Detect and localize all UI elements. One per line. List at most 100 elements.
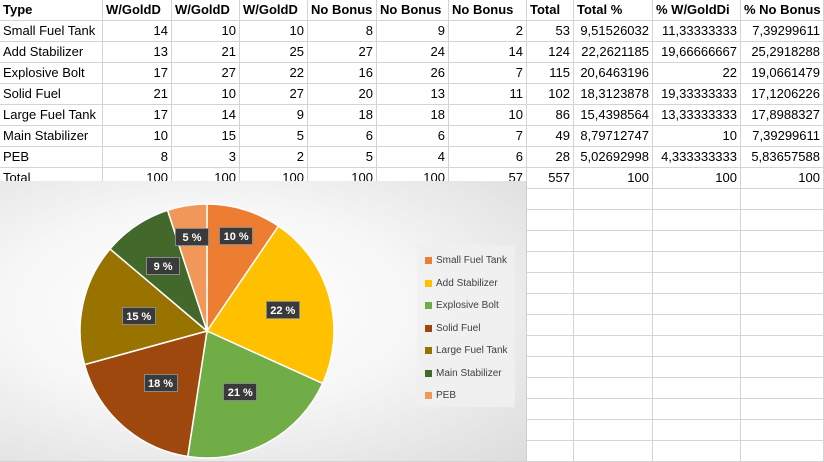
- value-cell[interactable]: 5,83657588: [741, 147, 824, 168]
- value-cell[interactable]: 4,333333333: [653, 147, 741, 168]
- empty-cell[interactable]: [527, 273, 574, 294]
- value-cell[interactable]: 8: [103, 147, 172, 168]
- row-label-cell[interactable]: Main Stabilizer: [0, 126, 103, 147]
- header-cell[interactable]: No Bonus: [449, 0, 527, 21]
- header-cell[interactable]: W/GoldD: [103, 0, 172, 21]
- value-cell[interactable]: 25,2918288: [741, 42, 824, 63]
- empty-cell[interactable]: [527, 252, 574, 273]
- empty-cell[interactable]: [574, 399, 653, 420]
- row-label-cell[interactable]: PEB: [0, 147, 103, 168]
- empty-cell[interactable]: [653, 273, 741, 294]
- value-cell[interactable]: 10: [103, 126, 172, 147]
- empty-cell[interactable]: [653, 252, 741, 273]
- value-cell[interactable]: 17,1206226: [741, 84, 824, 105]
- header-cell[interactable]: Total: [527, 0, 574, 21]
- header-cell[interactable]: Type: [0, 0, 103, 21]
- empty-cell[interactable]: [653, 378, 741, 399]
- header-cell[interactable]: % No Bonus: [741, 0, 824, 21]
- value-cell[interactable]: 21: [172, 42, 240, 63]
- value-cell[interactable]: 53: [527, 21, 574, 42]
- value-cell[interactable]: 6: [308, 126, 377, 147]
- empty-cell[interactable]: [741, 189, 824, 210]
- pie-data-label[interactable]: 10 %: [219, 227, 254, 246]
- empty-cell[interactable]: [527, 420, 574, 441]
- header-cell[interactable]: Total %: [574, 0, 653, 21]
- value-cell[interactable]: 10: [449, 105, 527, 126]
- empty-cell[interactable]: [741, 210, 824, 231]
- value-cell[interactable]: 10: [172, 84, 240, 105]
- empty-cell[interactable]: [741, 441, 824, 462]
- pie-data-label[interactable]: 21 %: [223, 383, 258, 402]
- value-cell[interactable]: 28: [527, 147, 574, 168]
- empty-cell[interactable]: [574, 420, 653, 441]
- value-cell[interactable]: 10: [172, 21, 240, 42]
- empty-cell[interactable]: [527, 189, 574, 210]
- value-cell[interactable]: 17: [103, 105, 172, 126]
- empty-cell[interactable]: [527, 294, 574, 315]
- value-cell[interactable]: 20,6463196: [574, 63, 653, 84]
- pie-data-label[interactable]: 15 %: [121, 306, 156, 325]
- value-cell[interactable]: 15: [172, 126, 240, 147]
- value-cell[interactable]: 17: [103, 63, 172, 84]
- pie-data-label[interactable]: 18 %: [143, 374, 178, 393]
- empty-cell[interactable]: [653, 294, 741, 315]
- value-cell[interactable]: 9,51526032: [574, 21, 653, 42]
- value-cell[interactable]: 9: [240, 105, 308, 126]
- empty-cell[interactable]: [574, 357, 653, 378]
- value-cell[interactable]: 7: [449, 63, 527, 84]
- header-cell[interactable]: % W/GoldDi: [653, 0, 741, 21]
- value-cell[interactable]: 19,0661479: [741, 63, 824, 84]
- empty-cell[interactable]: [574, 441, 653, 462]
- row-label-cell[interactable]: Small Fuel Tank: [0, 21, 103, 42]
- value-cell[interactable]: 18: [377, 105, 449, 126]
- value-cell[interactable]: 7,39299611: [741, 126, 824, 147]
- value-cell[interactable]: 5,02692998: [574, 147, 653, 168]
- pie-data-label[interactable]: 9 %: [146, 256, 181, 275]
- empty-cell[interactable]: [741, 252, 824, 273]
- empty-cell[interactable]: [653, 189, 741, 210]
- pie-slice[interactable]: [79, 247, 209, 366]
- value-cell[interactable]: 2: [240, 147, 308, 168]
- header-cell[interactable]: No Bonus: [308, 0, 377, 21]
- empty-cell[interactable]: [741, 357, 824, 378]
- empty-cell[interactable]: [741, 420, 824, 441]
- header-cell[interactable]: W/GoldD: [240, 0, 308, 21]
- empty-cell[interactable]: [653, 357, 741, 378]
- empty-cell[interactable]: [574, 315, 653, 336]
- empty-cell[interactable]: [527, 210, 574, 231]
- value-cell[interactable]: 557: [527, 168, 574, 189]
- value-cell[interactable]: 18,3123878: [574, 84, 653, 105]
- pie-data-label[interactable]: 5 %: [175, 227, 210, 246]
- value-cell[interactable]: 6: [377, 126, 449, 147]
- empty-cell[interactable]: [527, 441, 574, 462]
- value-cell[interactable]: 115: [527, 63, 574, 84]
- value-cell[interactable]: 27: [240, 84, 308, 105]
- value-cell[interactable]: 2: [449, 21, 527, 42]
- value-cell[interactable]: 17,8988327: [741, 105, 824, 126]
- empty-cell[interactable]: [653, 441, 741, 462]
- value-cell[interactable]: 22,2621185: [574, 42, 653, 63]
- empty-cell[interactable]: [574, 210, 653, 231]
- value-cell[interactable]: 86: [527, 105, 574, 126]
- empty-cell[interactable]: [574, 252, 653, 273]
- empty-cell[interactable]: [574, 189, 653, 210]
- empty-cell[interactable]: [741, 378, 824, 399]
- value-cell[interactable]: 26: [377, 63, 449, 84]
- empty-cell[interactable]: [741, 231, 824, 252]
- value-cell[interactable]: 8: [308, 21, 377, 42]
- empty-cell[interactable]: [574, 378, 653, 399]
- value-cell[interactable]: 5: [240, 126, 308, 147]
- empty-cell[interactable]: [527, 231, 574, 252]
- empty-cell[interactable]: [527, 399, 574, 420]
- value-cell[interactable]: 27: [172, 63, 240, 84]
- empty-cell[interactable]: [741, 399, 824, 420]
- empty-cell[interactable]: [653, 315, 741, 336]
- value-cell[interactable]: 10: [240, 21, 308, 42]
- value-cell[interactable]: 7: [449, 126, 527, 147]
- value-cell[interactable]: 14: [103, 21, 172, 42]
- empty-cell[interactable]: [741, 315, 824, 336]
- empty-cell[interactable]: [527, 357, 574, 378]
- empty-cell[interactable]: [574, 336, 653, 357]
- pie-slice[interactable]: [83, 329, 208, 458]
- value-cell[interactable]: 100: [574, 168, 653, 189]
